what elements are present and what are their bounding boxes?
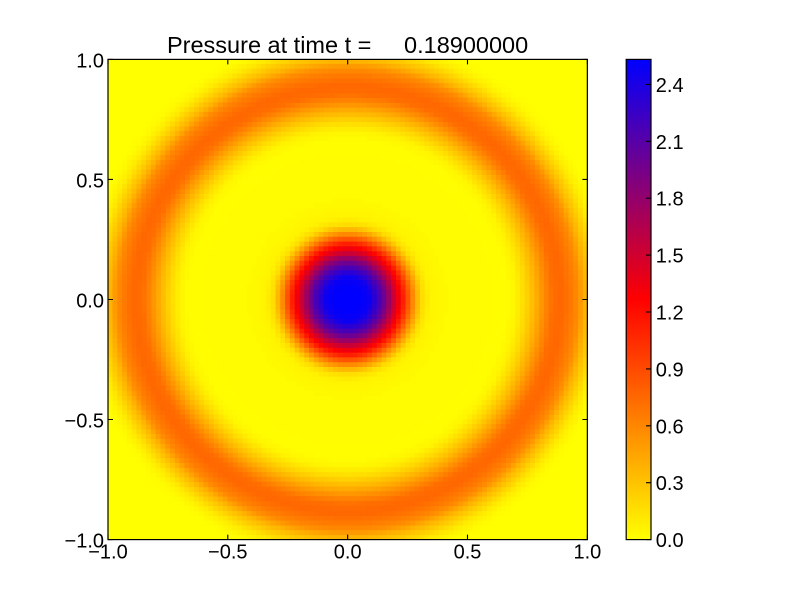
svg-text:Pressure at time t = 0.189: Pressure at time t = 0.18900000 [167,32,528,58]
svg-text:1.5: 1.5 [656,246,684,268]
svg-text:−1.0: −1.0 [88,542,127,564]
svg-text:0.3: 0.3 [656,473,684,495]
svg-text:−1.0: −1.0 [65,531,104,553]
svg-text:1.2: 1.2 [656,303,684,325]
svg-text:1.8: 1.8 [656,189,684,211]
svg-text:1.0: 1.0 [573,542,601,564]
svg-text:−0.5: −0.5 [65,411,104,433]
svg-text:1.0: 1.0 [76,50,104,72]
svg-text:−0.5: −0.5 [208,542,247,564]
svg-text:0.9: 0.9 [656,359,684,381]
svg-text:0.0: 0.0 [334,542,362,564]
svg-text:2.4: 2.4 [656,75,684,97]
svg-text:0.5: 0.5 [76,170,104,192]
svg-text:0.5: 0.5 [454,542,482,564]
svg-text:2.1: 2.1 [656,132,684,154]
svg-text:0.6: 0.6 [656,416,684,438]
svg-text:0.0: 0.0 [76,291,104,313]
svg-text:0.0: 0.0 [656,530,684,552]
